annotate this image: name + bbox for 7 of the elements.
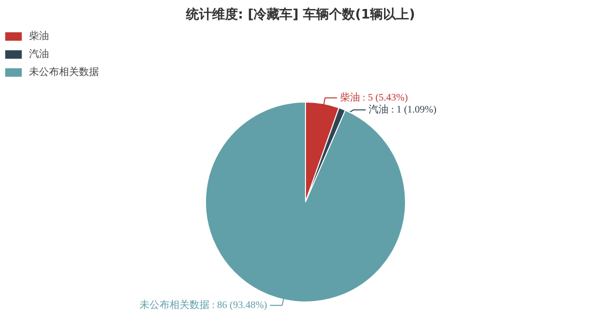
data-label: 柴油 : 5 (5.43%) [340, 91, 408, 104]
legend-label: 柴油 [29, 30, 49, 43]
data-label: 未公布相关数据 : 86 (93.48%) [139, 298, 268, 311]
legend-label: 汽油 [29, 48, 49, 61]
chart-title: 统计维度: [冷藏车] 车辆个数(1辆以上) [184, 6, 416, 22]
legend-label: 未公布相关数据 [29, 66, 99, 79]
data-label: 汽油 : 1 (1.09%) [368, 103, 436, 116]
